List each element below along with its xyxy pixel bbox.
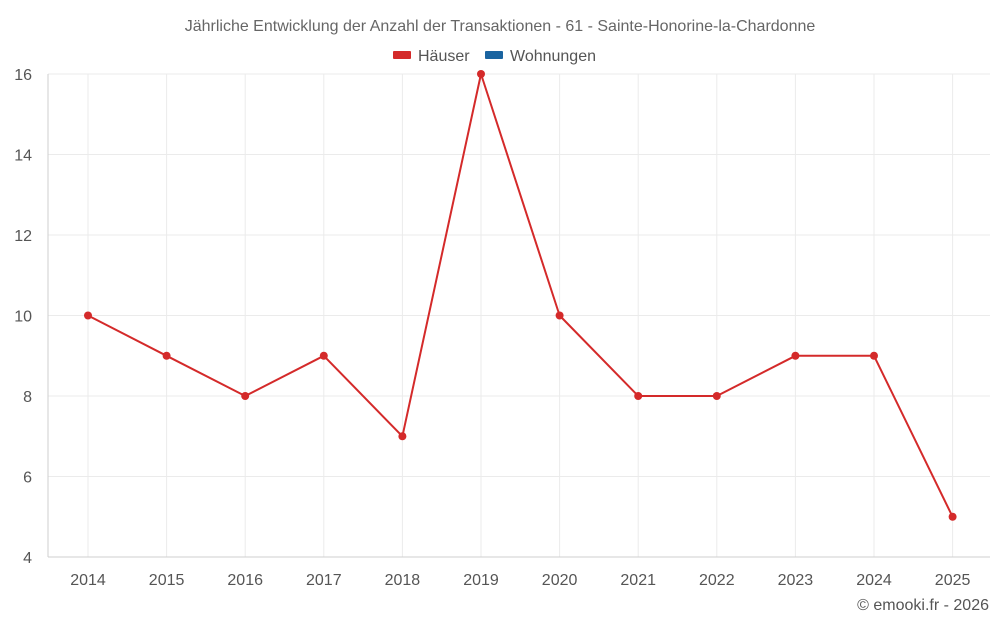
y-tick-label: 8 [23, 389, 32, 406]
legend-label-haeuser: Häuser [418, 48, 470, 65]
data-point[interactable] [870, 351, 878, 360]
data-point[interactable] [241, 392, 250, 400]
x-tick-label: 2014 [70, 572, 106, 589]
data-point[interactable] [162, 351, 171, 360]
x-tick-label: 2022 [699, 572, 735, 589]
x-tick-label: 2015 [149, 572, 185, 589]
chart-title: Jährliche Entwicklung der Anzahl der Tra… [185, 18, 816, 35]
data-point[interactable] [555, 311, 564, 320]
legend-label-wohnungen: Wohnungen [510, 48, 596, 65]
data-point[interactable] [791, 351, 800, 360]
x-tick-label: 2023 [778, 572, 814, 589]
data-point[interactable] [477, 70, 485, 78]
y-axis-ticks: 4 6 8 10 12 14 16 [14, 67, 32, 567]
data-point[interactable] [712, 392, 721, 400]
data-point[interactable] [634, 392, 643, 400]
y-tick-label: 14 [14, 148, 32, 165]
data-point[interactable] [398, 432, 407, 441]
legend-swatch-haeuser [393, 51, 411, 59]
y-tick-label: 12 [14, 228, 32, 245]
x-tick-label: 2020 [542, 572, 578, 589]
y-tick-label: 6 [23, 470, 32, 487]
x-tick-label: 2017 [306, 572, 342, 589]
data-point[interactable] [948, 512, 957, 521]
legend-swatch-wohnungen [485, 51, 503, 59]
legend-item-wohnungen[interactable]: Wohnungen [485, 48, 596, 65]
credit-text: © emooki.fr - 2026 [857, 597, 989, 614]
y-tick-label: 4 [23, 550, 32, 567]
y-tick-label: 16 [14, 67, 32, 84]
y-tick-label: 10 [14, 309, 32, 326]
x-tick-label: 2025 [935, 572, 971, 589]
data-point[interactable] [84, 311, 92, 320]
legend-item-haeuser[interactable]: Häuser [393, 48, 470, 65]
series-layer [84, 70, 957, 521]
data-point[interactable] [319, 351, 328, 360]
x-axis-ticks: 2014 2015 2016 2017 2018 2019 2020 2021 2022 2023… [70, 572, 970, 589]
x-tick-label: 2024 [856, 572, 892, 589]
x-tick-label: 2016 [227, 572, 263, 589]
series-line-0 [87, 73, 954, 518]
x-tick-label: 2018 [385, 572, 421, 589]
x-tick-label: 2021 [620, 572, 656, 589]
x-tick-label: 2019 [463, 572, 499, 589]
y-gridlines [48, 73, 990, 477]
legend: Häuser Wohnungen [393, 48, 596, 65]
